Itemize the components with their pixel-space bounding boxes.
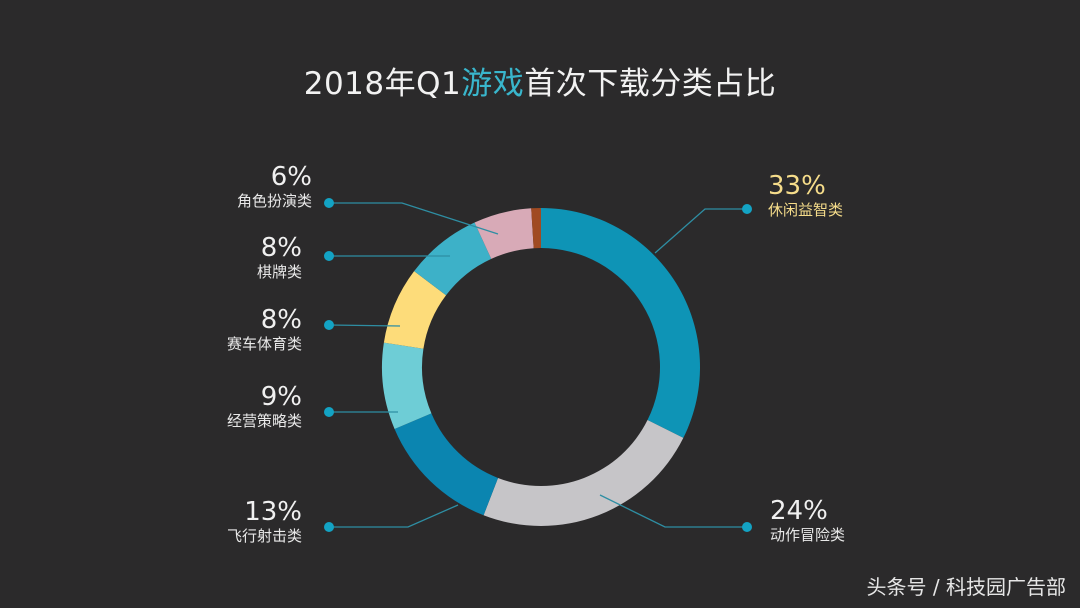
dot-action — [742, 522, 752, 532]
label-flight-shooting: 13% 飞行射击类 — [162, 498, 302, 546]
leader-line-shooting — [329, 504, 459, 528]
donut-segment — [383, 271, 447, 349]
chart-title: 2018年Q1游戏首次下载分类占比 — [0, 58, 1080, 103]
donut-segment — [531, 208, 541, 249]
leader-lines — [328, 202, 747, 528]
donut-segment — [541, 208, 700, 438]
dot-casual — [742, 204, 752, 214]
donut-segments — [381, 208, 700, 526]
title-prefix: 2018年Q1 — [303, 66, 462, 102]
label-pct: 13% — [244, 497, 302, 527]
label-pct: 24% — [770, 496, 828, 526]
label-name: 飞行射击类 — [226, 527, 302, 545]
label-pct: 6% — [270, 162, 312, 192]
leader-line-rpg — [329, 202, 499, 235]
label-name: 动作冒险类 — [770, 526, 846, 544]
label-name: 赛车体育类 — [226, 335, 302, 353]
title-highlight: 游戏 — [461, 66, 525, 102]
label-action-adventure: 24% 动作冒险类 — [770, 497, 910, 545]
title-suffix: 首次下载分类占比 — [524, 66, 777, 102]
label-board-card: 8% 棋牌类 — [162, 234, 302, 282]
label-management-strategy: 9% 经营策略类 — [162, 383, 302, 431]
leader-line-action — [599, 494, 747, 528]
donut-segment — [474, 208, 534, 259]
label-pct: 33% — [768, 171, 826, 201]
leader-dots — [324, 198, 752, 532]
label-name: 棋牌类 — [256, 263, 302, 281]
dot-strategy — [324, 407, 334, 417]
dot-board — [324, 251, 334, 261]
label-pct: 9% — [260, 382, 302, 412]
watermark: 头条号 / 科技园广告部 — [866, 575, 1066, 599]
label-name: 经营策略类 — [226, 412, 302, 430]
donut-segment — [414, 222, 492, 296]
donut-segment — [483, 420, 684, 526]
label-pct: 8% — [260, 233, 302, 263]
label-casual-puzzle: 33% 休闲益智类 — [768, 172, 908, 220]
dot-shooting — [324, 522, 334, 532]
donut-segment — [381, 342, 432, 429]
leader-line-racing — [328, 324, 401, 327]
label-racing-sports: 8% 赛车体育类 — [162, 306, 302, 354]
donut-segment — [394, 413, 499, 516]
label-pct: 8% — [260, 305, 302, 335]
label-name: 角色扮演类 — [236, 192, 312, 210]
label-role-playing: 6% 角色扮演类 — [172, 163, 312, 211]
leader-line-casual — [654, 208, 747, 254]
label-name: 休闲益智类 — [768, 201, 844, 219]
dot-rpg — [324, 198, 334, 208]
dot-racing — [324, 320, 334, 330]
